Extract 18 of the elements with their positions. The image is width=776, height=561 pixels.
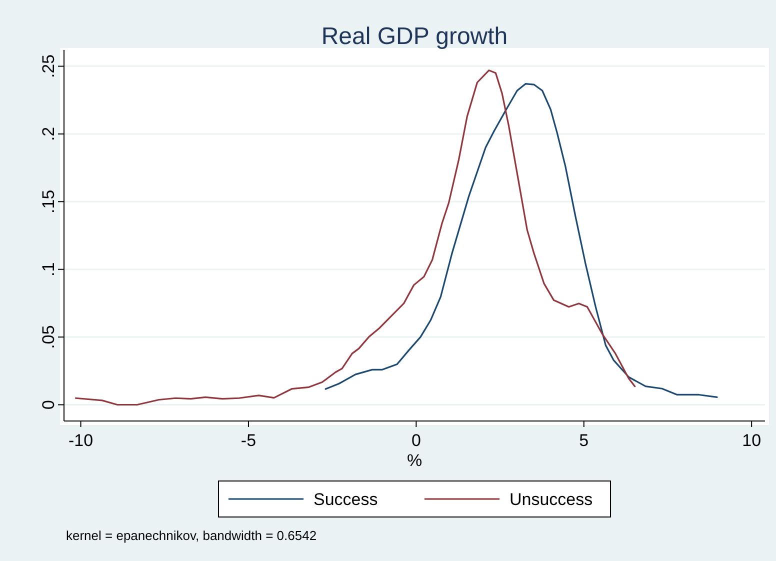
x-tick-label: -10 <box>68 431 94 450</box>
x-tick-label: 10 <box>742 431 762 450</box>
y-tick-label: .25 <box>39 54 58 78</box>
legend-label: Success <box>314 490 378 509</box>
text: kernel = epanechnikov, bandwidth = 0.6542 <box>66 528 317 543</box>
line-series <box>74 70 636 406</box>
y-tick-label: .15 <box>39 190 58 214</box>
x-tick-label: 5 <box>579 431 589 450</box>
x-axis-title: % <box>406 451 422 470</box>
y-tick-label: 0 <box>39 400 58 410</box>
y-tick-label: .2 <box>39 126 58 142</box>
y-tick-label: .1 <box>39 262 58 276</box>
chart-title: Real GDP growth <box>321 23 508 50</box>
x-tick-label: -5 <box>240 431 256 450</box>
x-tick-label: 0 <box>411 431 421 450</box>
legend-label: Unsuccess <box>510 490 593 509</box>
y-tick-label: .05 <box>39 325 58 349</box>
line-series <box>324 83 718 398</box>
